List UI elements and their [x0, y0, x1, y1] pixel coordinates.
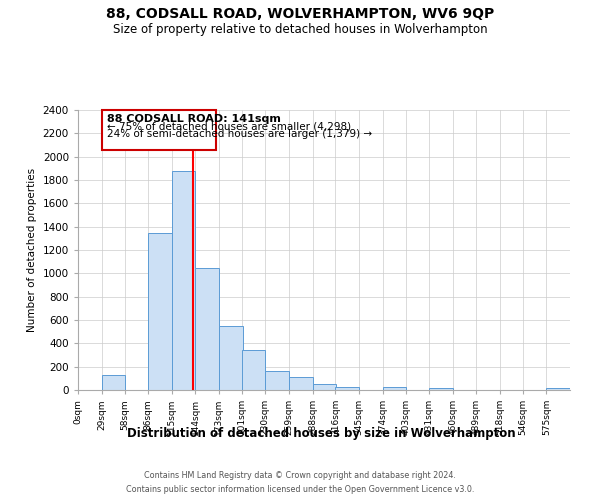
Bar	[195, 268, 219, 390]
Text: 24% of semi-detached houses are larger (1,379) →: 24% of semi-detached houses are larger (…	[107, 129, 373, 139]
Text: Size of property relative to detached houses in Wolverhampton: Size of property relative to detached ho…	[113, 22, 487, 36]
Bar	[429, 388, 453, 390]
Text: 88, CODSALL ROAD, WOLVERHAMPTON, WV6 9QP: 88, CODSALL ROAD, WOLVERHAMPTON, WV6 9QP	[106, 8, 494, 22]
Bar	[383, 387, 406, 390]
Bar	[101, 376, 125, 390]
Text: ← 75% of detached houses are smaller (4,298): ← 75% of detached houses are smaller (4,…	[107, 122, 352, 132]
Bar	[172, 171, 195, 390]
Bar	[148, 232, 172, 390]
Text: 88 CODSALL ROAD: 141sqm: 88 CODSALL ROAD: 141sqm	[107, 114, 281, 124]
Bar	[265, 372, 289, 390]
Bar	[547, 388, 570, 390]
Text: Contains HM Land Registry data © Crown copyright and database right 2024.
Contai: Contains HM Land Registry data © Crown c…	[126, 472, 474, 494]
Y-axis label: Number of detached properties: Number of detached properties	[27, 168, 37, 332]
Bar	[101, 110, 217, 150]
Bar	[313, 384, 336, 390]
Bar	[335, 386, 359, 390]
Text: Distribution of detached houses by size in Wolverhampton: Distribution of detached houses by size …	[127, 428, 515, 440]
Bar	[289, 377, 313, 390]
Bar	[219, 326, 242, 390]
Bar	[242, 350, 265, 390]
